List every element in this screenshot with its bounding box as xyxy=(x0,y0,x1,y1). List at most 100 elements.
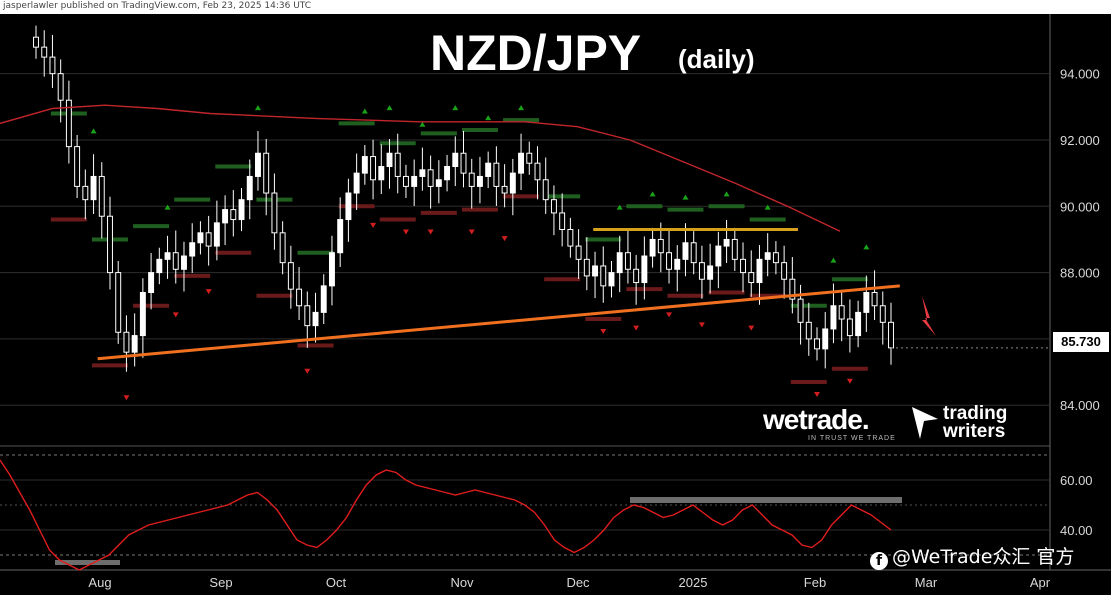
candle-body xyxy=(559,212,566,231)
candle-body xyxy=(855,311,862,337)
candle-body xyxy=(468,172,475,187)
candle-body xyxy=(542,179,549,201)
candle-body xyxy=(65,99,72,148)
candle-body xyxy=(304,305,311,327)
candle-body xyxy=(296,288,303,307)
candle-body xyxy=(756,258,763,284)
candle-body xyxy=(715,245,722,267)
chart-subtitle: (daily) xyxy=(678,44,755,74)
candle-body xyxy=(164,252,171,260)
axes: 94.00092.00090.00088.00086.00084.00060.0… xyxy=(88,67,1099,590)
x-tick-label: Oct xyxy=(326,575,347,590)
grid-lines xyxy=(0,14,1111,571)
candle-body xyxy=(805,321,812,340)
swing-low-marker xyxy=(123,395,130,401)
watermark: f @WeTrade众汇 官方 xyxy=(870,542,1074,570)
candle-body xyxy=(337,219,344,254)
moving-average-line xyxy=(0,104,841,232)
candle-body xyxy=(575,245,582,260)
candle-body xyxy=(781,262,788,280)
candle-body xyxy=(879,305,886,323)
oscillator-tick-label: 40.00 xyxy=(1060,523,1093,538)
candle-body xyxy=(90,175,97,201)
candle-body xyxy=(328,252,335,287)
x-tick-label: Dec xyxy=(566,575,590,590)
down-arrow-icon xyxy=(922,296,936,336)
swing-low-marker xyxy=(468,229,475,235)
candle-body xyxy=(888,321,894,349)
x-tick-label: Mar xyxy=(915,575,938,590)
candle-body xyxy=(312,311,319,327)
candle-body xyxy=(682,242,689,260)
candle-body xyxy=(748,272,755,284)
y-tick-label: 84.000 xyxy=(1060,398,1100,413)
candle-body xyxy=(238,199,245,221)
candle-body xyxy=(633,268,640,284)
candle-body xyxy=(789,278,796,300)
x-tick-label: Aug xyxy=(88,575,111,590)
candle-body xyxy=(222,209,229,224)
swing-high-marker xyxy=(164,204,171,210)
candle-body xyxy=(279,232,286,264)
candle-body xyxy=(57,73,64,101)
swing-low-marker xyxy=(172,312,179,318)
candle-body xyxy=(427,169,434,187)
trading-writers-line2: writers xyxy=(943,421,1006,442)
trading-writers-logo-icon xyxy=(912,407,938,439)
candle-body xyxy=(230,209,237,221)
x-tick-label: Sep xyxy=(209,575,232,590)
swing-low-marker xyxy=(427,229,434,235)
candle-body xyxy=(649,238,656,257)
last-price-label: 85.730 xyxy=(1053,332,1109,352)
candle-body xyxy=(485,162,492,177)
candle-body xyxy=(698,262,705,280)
candle-body xyxy=(600,265,607,287)
candle-body xyxy=(41,46,48,58)
y-tick-label: 92.000 xyxy=(1060,133,1100,148)
candle-body xyxy=(107,215,113,274)
candle-body xyxy=(509,172,516,194)
candle-body xyxy=(772,252,779,264)
swing-low-marker xyxy=(205,289,212,295)
candle-body xyxy=(493,162,500,187)
candle-body xyxy=(213,222,220,247)
candle-body xyxy=(263,152,270,194)
swing-high-marker xyxy=(485,115,492,121)
candle-body xyxy=(181,255,187,270)
candle-body xyxy=(616,252,623,274)
oscillator-panel xyxy=(0,459,902,571)
swing-high-marker xyxy=(518,105,525,111)
candle-body xyxy=(822,328,829,350)
swing-high-marker xyxy=(90,128,97,134)
candle-body xyxy=(33,36,39,48)
trading-writers-line1: trading xyxy=(943,403,1008,424)
candle-body xyxy=(255,152,261,177)
swing-high-marker xyxy=(419,121,426,127)
candle-body xyxy=(674,258,681,270)
swing-low-marker xyxy=(600,328,607,334)
candle-body xyxy=(764,252,771,260)
candle-body xyxy=(534,162,541,181)
candle-body xyxy=(814,338,820,350)
candle-body xyxy=(830,305,837,330)
candle-body xyxy=(189,242,196,257)
candle-body xyxy=(583,258,590,277)
candle-body xyxy=(74,146,81,187)
candle-body xyxy=(731,238,738,260)
wetrade-logo: wetrade. xyxy=(763,404,870,435)
wetrade-tagline: IN TRUST WE TRADE xyxy=(808,435,896,442)
candle-body xyxy=(361,156,368,174)
swing-low-marker xyxy=(633,325,640,331)
swing-low-marker xyxy=(666,312,673,318)
candle-body xyxy=(518,152,525,174)
candle-body xyxy=(592,265,599,277)
candle-body xyxy=(460,152,467,174)
y-tick-label: 94.000 xyxy=(1060,67,1100,82)
candle-body xyxy=(871,291,878,307)
candle-body xyxy=(624,252,631,270)
candle-body xyxy=(411,175,418,187)
candle-body xyxy=(419,169,426,177)
swing-high-marker xyxy=(830,257,837,263)
publish-header: jasperlawler published on TradingView.co… xyxy=(0,0,1111,14)
